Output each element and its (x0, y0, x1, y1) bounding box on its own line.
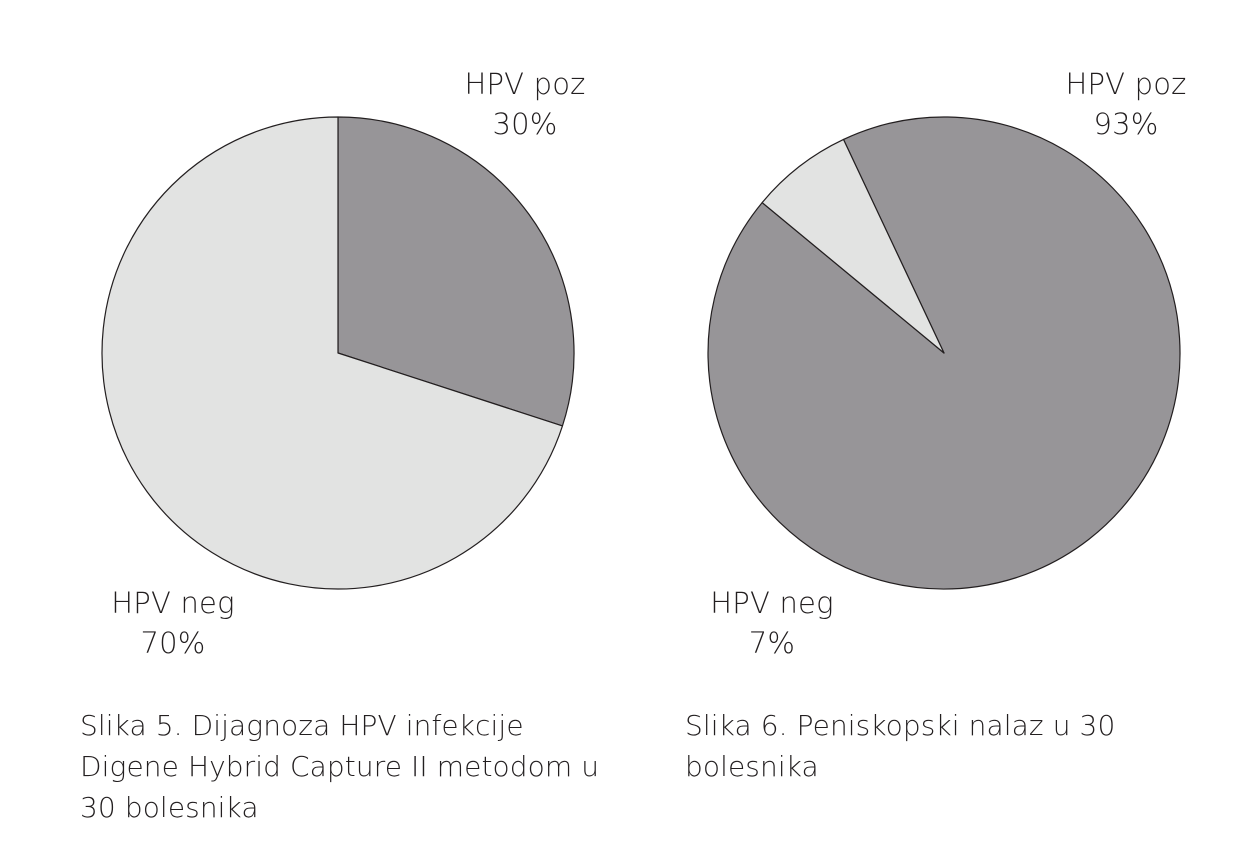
caption-line: 30 bolesnika (80, 791, 259, 824)
slice-name: HPV poz (464, 67, 586, 101)
slice-label-hpv-neg: HPV neg 70% (88, 583, 258, 663)
caption-line: Slika 5. Dijagnoza HPV infekcije (80, 709, 524, 742)
pie-chart-6 (707, 116, 1181, 590)
pie-slice-hpv-poz (337, 116, 575, 427)
slice-percent: 30% (492, 107, 558, 141)
figure-6: HPV poz 93% HPV neg 7% Slika 6. Peniskop… (606, 0, 1223, 868)
slice-percent: 7% (748, 626, 796, 660)
figure-caption: Slika 5. Dijagnoza HPV infekcije Digene … (80, 705, 599, 828)
caption-line: Digene Hybrid Capture II metodom u (80, 750, 600, 783)
slice-label-hpv-poz: HPV poz 93% (1041, 64, 1211, 144)
slice-percent: 93% (1093, 107, 1159, 141)
pie-slice-hpv-neg (761, 138, 945, 354)
caption-line: Slika 6. Peniskopski nalaz u 30 (685, 709, 1116, 742)
slice-name: HPV neg (111, 586, 235, 620)
figure-5: HPV poz 30% HPV neg 70% Slika 5. Dijagno… (0, 0, 617, 868)
slice-label-hpv-neg: HPV neg 7% (687, 583, 857, 663)
pie-slice-hpv-neg (101, 116, 564, 590)
caption-line: bolesnika (685, 750, 819, 783)
slice-label-hpv-poz: HPV poz 30% (440, 64, 610, 144)
slice-name: HPV poz (1065, 67, 1187, 101)
slice-name: HPV neg (710, 586, 834, 620)
figure-caption: Slika 6. Peniskopski nalaz u 30 bolesnik… (685, 705, 1115, 787)
pie-chart-5 (101, 116, 575, 590)
slice-percent: 70% (140, 626, 206, 660)
